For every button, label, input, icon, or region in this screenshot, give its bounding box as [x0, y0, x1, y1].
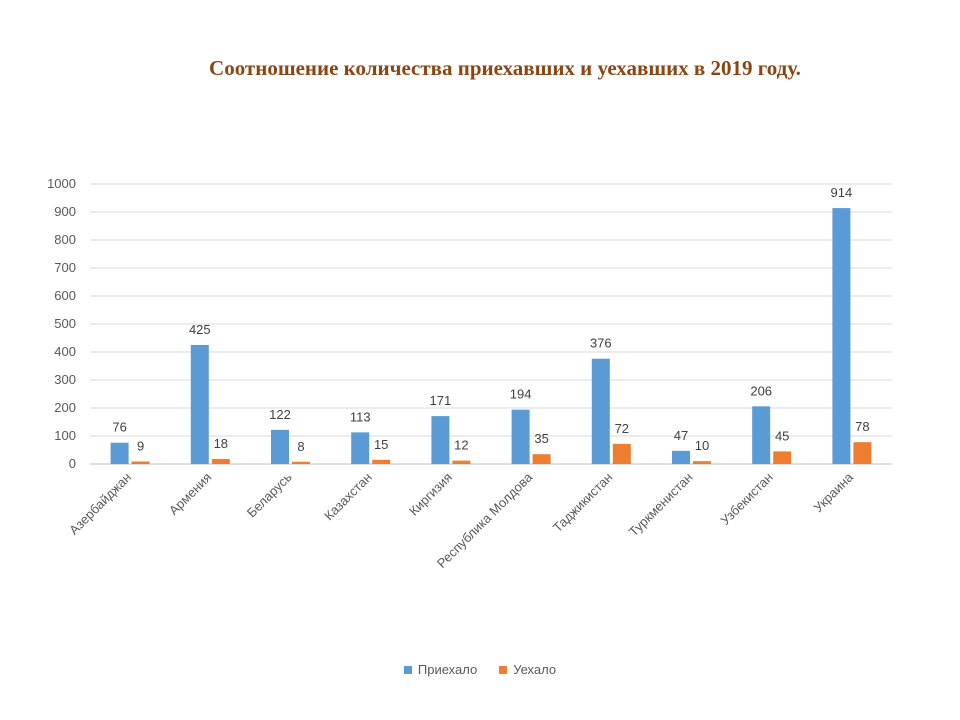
- data-label-departed: 9: [137, 438, 144, 453]
- x-tick-label: Азербайджан: [66, 470, 134, 538]
- data-label-arrived: 171: [430, 393, 452, 408]
- bar-departed: [773, 451, 792, 464]
- data-label-arrived: 122: [269, 407, 291, 422]
- data-label-arrived: 194: [510, 387, 532, 402]
- bar-arrived: [832, 208, 851, 464]
- legend-label-arrived: Приехало: [417, 662, 478, 677]
- bar-departed: [292, 461, 310, 464]
- x-tick-label: Таджикистан: [550, 470, 616, 536]
- data-label-departed: 35: [534, 431, 548, 446]
- y-tick-label: 300: [54, 372, 76, 387]
- y-tick-label: 200: [54, 400, 76, 415]
- x-tick-label: Казахстан: [321, 470, 375, 524]
- y-tick-label: 400: [54, 344, 76, 359]
- x-tick-label: Киргизия: [406, 470, 455, 519]
- legend-swatch-arrived: [403, 665, 412, 674]
- bar-arrived: [431, 416, 450, 464]
- legend-label-departed: Уехало: [513, 662, 557, 677]
- y-tick-label: 1000: [47, 176, 76, 191]
- bar-arrived: [511, 409, 530, 464]
- data-label-arrived: 914: [831, 185, 853, 200]
- bar-departed: [131, 461, 150, 464]
- bar-departed: [612, 443, 631, 464]
- data-label-departed: 10: [695, 438, 709, 453]
- y-tick-label: 0: [69, 456, 76, 471]
- legend-item-departed: Уехало: [499, 662, 556, 677]
- x-tick-label: Армения: [166, 470, 214, 518]
- data-label-departed: 72: [615, 421, 629, 436]
- bar-departed: [532, 454, 551, 464]
- data-label-arrived: 206: [750, 383, 772, 398]
- bar-departed: [693, 461, 711, 464]
- legend: Приехало Уехало: [0, 662, 960, 677]
- legend-swatch-departed: [499, 665, 508, 674]
- bar-arrived: [351, 432, 370, 464]
- data-label-departed: 18: [214, 436, 228, 451]
- bar-departed: [211, 458, 230, 464]
- bar-arrived: [271, 429, 289, 464]
- bar-arrived: [110, 442, 129, 464]
- x-tick-label: Узбекистан: [717, 470, 775, 528]
- data-label-arrived: 47: [674, 428, 688, 443]
- legend-item-arrived: Приехало: [403, 662, 478, 677]
- data-label-arrived: 425: [189, 322, 211, 337]
- chart-title: Соотношение количества приехавших и уеха…: [209, 56, 801, 80]
- data-label-departed: 8: [297, 439, 304, 454]
- data-label-departed: 45: [775, 428, 789, 443]
- data-label-departed: 15: [374, 437, 388, 452]
- bar-arrived: [672, 450, 690, 464]
- data-label-arrived: 376: [590, 336, 612, 351]
- data-label-arrived: 113: [350, 409, 371, 424]
- data-label-departed: 78: [855, 419, 869, 434]
- bar-departed: [853, 442, 872, 464]
- x-tick-label: Туркменистан: [626, 470, 696, 540]
- bar-departed: [372, 459, 391, 464]
- y-tick-label: 800: [54, 232, 76, 247]
- bar-arrived: [190, 345, 209, 464]
- y-tick-label: 500: [54, 316, 76, 331]
- bar-arrived: [591, 358, 610, 464]
- y-tick-label: 100: [54, 428, 76, 443]
- bar-departed: [452, 460, 471, 464]
- y-tick-label: 600: [54, 288, 76, 303]
- x-tick-label: Украина: [810, 469, 856, 515]
- data-label-departed: 12: [454, 438, 468, 453]
- y-tick-label: 900: [54, 204, 76, 219]
- y-tick-label: 700: [54, 260, 76, 275]
- data-label-arrived: 76: [112, 420, 126, 435]
- bar-arrived: [752, 406, 771, 464]
- x-tick-label: Беларусь: [244, 469, 295, 520]
